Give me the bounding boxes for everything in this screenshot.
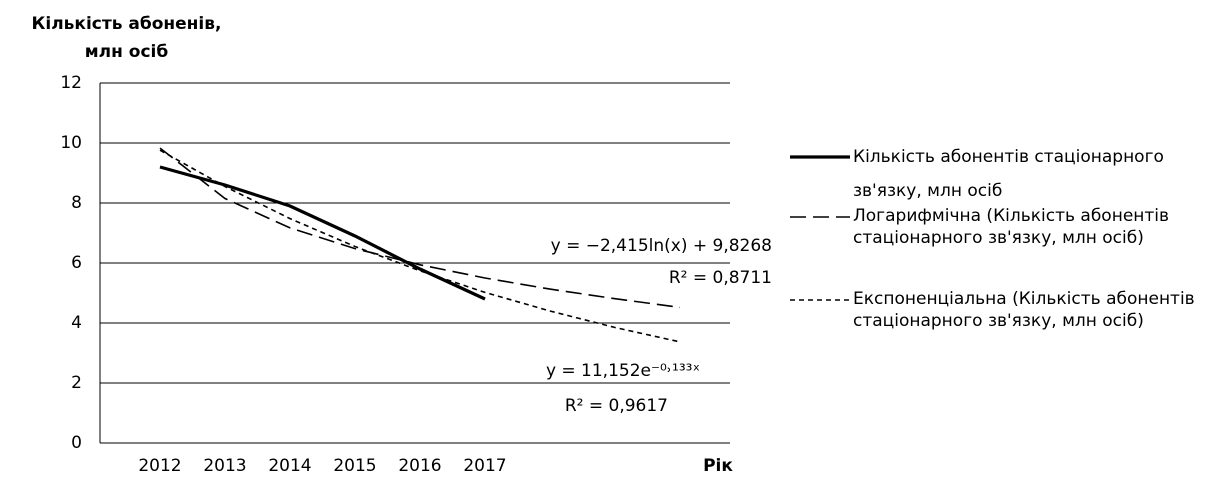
- x-tick-label: 2012: [138, 456, 181, 476]
- y-tick-label: 2: [71, 373, 82, 393]
- trend-equation: y = −2,415ln(x) + 9,8268: [551, 236, 772, 256]
- legend-entry: Експоненціальна (Кількість абонентів ста…: [853, 289, 1195, 331]
- legend-entry: Логарифмічна (Кількість абонентів стаціо…: [853, 206, 1170, 248]
- legend-entry: Кількість абонентів стаціонарного зв'язк…: [853, 147, 1164, 201]
- x-tick-label: 2015: [333, 456, 376, 476]
- trend-equation: R² = 0,8711: [669, 268, 772, 288]
- y-axis-title: Кількість абоненів, млн осіб: [31, 14, 222, 62]
- y-tick-label: 4: [71, 313, 82, 333]
- trend-equation: y = 11,152e⁻⁰˒¹³³ˣ: [546, 361, 700, 381]
- x-tick-label: 2017: [463, 456, 506, 476]
- x-tick-label: 2016: [398, 456, 441, 476]
- x-axis-title: Рік: [703, 456, 733, 476]
- x-tick-label: 2014: [268, 456, 311, 476]
- y-tick-label: 6: [71, 253, 82, 273]
- trend-equation: R² = 0,9617: [565, 396, 668, 416]
- y-tick-label: 0: [71, 433, 82, 453]
- y-tick-label: 10: [60, 133, 82, 153]
- y-tick-label: 12: [60, 73, 82, 93]
- y-tick-label: 8: [71, 193, 82, 213]
- x-tick-label: 2013: [203, 456, 246, 476]
- series-line: [159, 147, 681, 309]
